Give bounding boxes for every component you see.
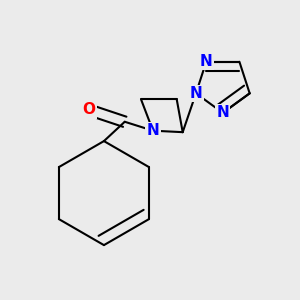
Text: O: O: [82, 102, 96, 117]
Text: N: N: [190, 86, 202, 101]
Text: N: N: [200, 54, 213, 69]
Text: N: N: [147, 123, 159, 138]
Text: N: N: [216, 105, 229, 120]
